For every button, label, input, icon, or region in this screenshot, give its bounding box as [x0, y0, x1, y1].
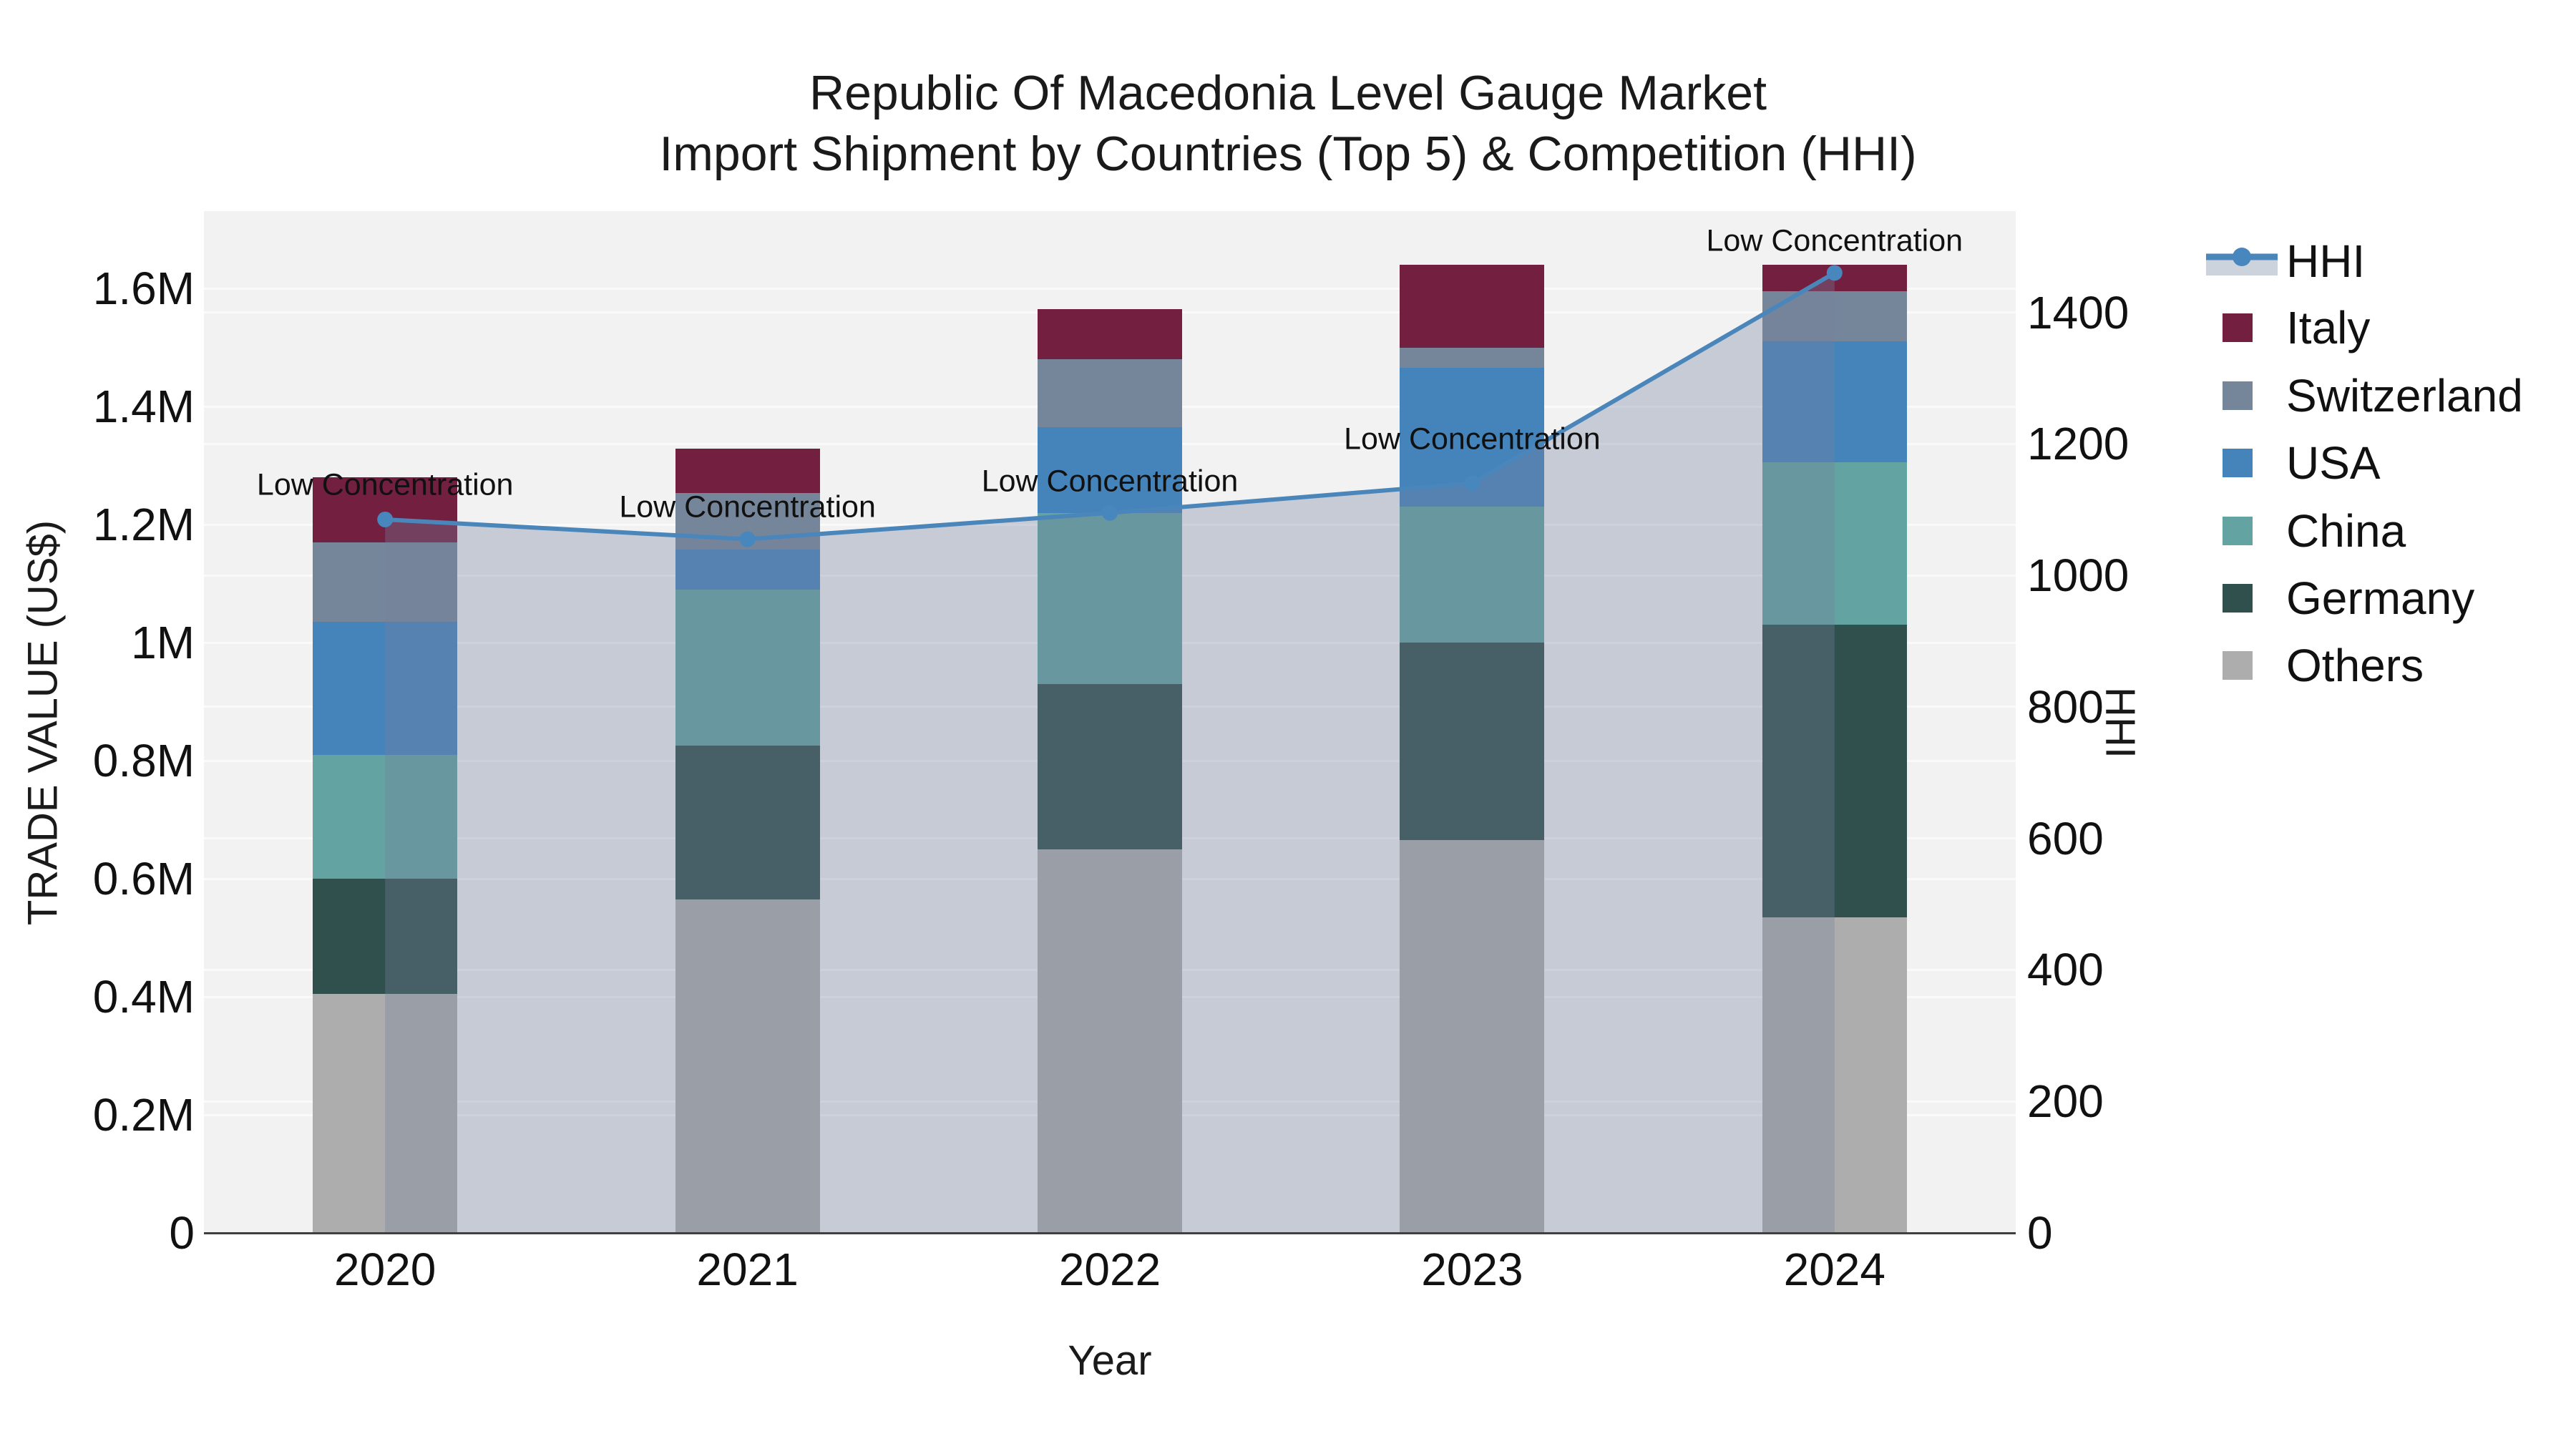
legend-hhi-line-sample: [2206, 248, 2278, 275]
legend-item-germany[interactable]: Germany: [2206, 565, 2576, 632]
annotation-low-concentration-2024: Low Concentration: [1706, 223, 1963, 258]
annotation-low-concentration-2020: Low Concentration: [256, 467, 514, 502]
bar-segment-china-2021[interactable]: [675, 589, 820, 746]
legend-swatch-others: [2223, 651, 2253, 680]
legend-label-china: China: [2286, 505, 2406, 557]
x-axis-title: Year: [1068, 1337, 1152, 1384]
legend-swatch-germany: [2223, 584, 2253, 613]
legend-label-germany: Germany: [2286, 572, 2475, 624]
annotation-low-concentration-2023: Low Concentration: [1344, 421, 1601, 457]
bar-segment-switzerland-2020[interactable]: [313, 542, 458, 623]
legend-item-switzerland[interactable]: Switzerland: [2206, 362, 2576, 429]
legend-label-italy: Italy: [2286, 302, 2371, 353]
bar-segment-usa-2021[interactable]: [675, 549, 820, 590]
legend-item-usa[interactable]: USA: [2206, 429, 2576, 497]
hhi-marker-2020[interactable]: [377, 511, 394, 527]
x-tick-2022: 2022: [1058, 1244, 1161, 1295]
bar-segment-italy-2023[interactable]: [1400, 265, 1545, 348]
legend-label-switzerland: Switzerland: [2286, 370, 2523, 421]
chart-title-line2: Import Shipment by Countries (Top 5) & C…: [659, 127, 1917, 181]
y-right-tick-200: 200: [2027, 1075, 2104, 1128]
y-right-tick-1400: 1400: [2027, 286, 2129, 338]
y-left-tick-1M: 1M: [131, 617, 195, 669]
legend-hhi-area-swatch: [2206, 260, 2278, 275]
bar-segment-italy-2021[interactable]: [675, 449, 820, 494]
plot-area: Low Concentration Low Concentration Low Co…: [204, 211, 2016, 1234]
hhi-marker-2022[interactable]: [1102, 504, 1118, 521]
legend-item-italy[interactable]: Italy: [2206, 294, 2576, 361]
x-tick-2023: 2023: [1421, 1244, 1523, 1295]
bar-segment-italy-2020[interactable]: [313, 477, 458, 542]
hhi-marker-2023[interactable]: [1464, 475, 1480, 492]
annotation-low-concentration-2022: Low Concentration: [981, 464, 1239, 499]
y-left-tick-1.6M: 1.6M: [92, 263, 195, 315]
y-left-tick-1.2M: 1.2M: [92, 499, 195, 551]
bar-segment-germany-2024[interactable]: [1762, 625, 1907, 917]
bar-segment-others-2020[interactable]: [313, 993, 458, 1233]
gridline-left-1.6M: [204, 287, 2016, 290]
legend-label-hhi: HHI: [2286, 235, 2366, 287]
x-axis-line: [204, 1232, 2016, 1234]
hhi-marker-2021[interactable]: [739, 531, 756, 547]
hhi-line-layer: [377, 265, 1843, 1233]
y-right-tick-0: 0: [2027, 1207, 2053, 1259]
y-right-tick-1200: 1200: [2027, 418, 2129, 470]
x-tick-2024: 2024: [1783, 1244, 1885, 1295]
bar-segment-germany-2022[interactable]: [1038, 683, 1182, 849]
bar-segment-others-2024[interactable]: [1762, 917, 1907, 1233]
bar-segment-china-2024[interactable]: [1762, 462, 1907, 625]
bar-segment-china-2023[interactable]: [1400, 507, 1545, 643]
legend: HHI Italy Switzerland USA China Germany Others: [2206, 0, 2576, 1449]
bar-segment-china-2022[interactable]: [1038, 512, 1182, 684]
bar-segment-usa-2024[interactable]: [1762, 341, 1907, 463]
legend-hhi-marker-swatch: [2233, 248, 2251, 266]
x-tick-2021: 2021: [696, 1244, 799, 1295]
bar-segment-usa-2020[interactable]: [313, 622, 458, 755]
hhi-marker-2024[interactable]: [1826, 265, 1843, 281]
y-left-tick-0.6M: 0.6M: [92, 853, 195, 905]
chart-title: Republic Of Macedonia Level Gauge Market…: [0, 63, 2576, 185]
hhi-area-fill: [385, 273, 1835, 1233]
bar-segment-switzerland-2022[interactable]: [1038, 359, 1182, 427]
bar-segment-others-2022[interactable]: [1038, 849, 1182, 1233]
chart-title-line1: Republic Of Macedonia Level Gauge Market: [809, 66, 1767, 120]
legend-swatch-switzerland: [2223, 381, 2253, 410]
bar-segment-italy-2022[interactable]: [1038, 308, 1182, 360]
legend-label-others: Others: [2286, 640, 2424, 691]
y-left-tick-0.4M: 0.4M: [92, 971, 195, 1023]
bar-segment-germany-2020[interactable]: [313, 879, 458, 994]
bar-segment-switzerland-2023[interactable]: [1400, 347, 1545, 369]
legend-item-others[interactable]: Others: [2206, 632, 2576, 699]
annotation-low-concentration-2021: Low Concentration: [619, 489, 876, 525]
x-tick-2020: 2020: [334, 1244, 436, 1295]
y-right-tick-400: 400: [2027, 944, 2104, 996]
legend-label-usa: USA: [2286, 437, 2381, 489]
y-right-tick-1000: 1000: [2027, 550, 2129, 602]
y-right-tick-600: 600: [2027, 812, 2104, 864]
y-left-tick-0.8M: 0.8M: [92, 735, 195, 787]
legend-item-hhi[interactable]: HHI: [2206, 228, 2576, 295]
bar-segment-others-2023[interactable]: [1400, 840, 1545, 1233]
bar-segment-germany-2023[interactable]: [1400, 643, 1545, 841]
bar-segment-china-2020[interactable]: [313, 754, 458, 879]
legend-item-china[interactable]: China: [2206, 497, 2576, 565]
legend-swatch-china: [2223, 517, 2253, 545]
legend-swatch-usa: [2223, 449, 2253, 477]
legend-swatch-italy: [2223, 313, 2253, 342]
y-right-tick-800: 800: [2027, 680, 2104, 733]
bar-segment-usa-2022[interactable]: [1038, 426, 1182, 513]
y-left-tick-0: 0: [169, 1207, 195, 1259]
y-left-tick-1.4M: 1.4M: [92, 381, 195, 433]
y-left-tick-0.2M: 0.2M: [92, 1089, 195, 1141]
bar-segment-others-2021[interactable]: [675, 899, 820, 1233]
bar-segment-germany-2021[interactable]: [675, 746, 820, 899]
